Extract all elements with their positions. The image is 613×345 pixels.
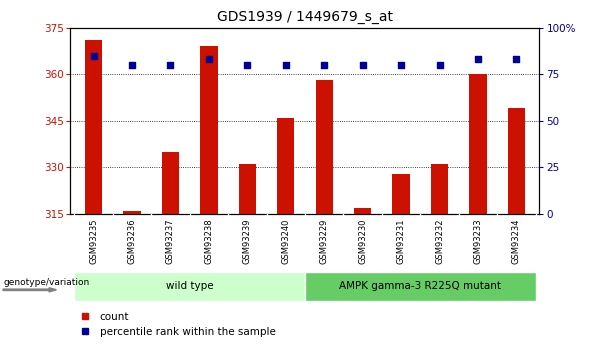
Text: GSM93229: GSM93229	[320, 218, 329, 264]
Point	[358, 62, 368, 68]
Bar	[431, 164, 448, 214]
Text: GSM93234: GSM93234	[512, 218, 521, 264]
Text: GSM93239: GSM93239	[243, 218, 252, 264]
Point	[473, 57, 483, 62]
Point	[435, 62, 444, 68]
Bar	[162, 152, 179, 214]
Point	[242, 62, 252, 68]
Bar	[508, 108, 525, 214]
Point	[511, 57, 521, 62]
Text: GSM93236: GSM93236	[128, 218, 137, 264]
Text: GSM93233: GSM93233	[473, 218, 482, 264]
Bar	[305, 272, 536, 301]
Bar	[470, 74, 487, 214]
Point	[396, 62, 406, 68]
Bar	[316, 80, 333, 214]
Point	[89, 53, 99, 58]
Text: GSM93238: GSM93238	[204, 218, 213, 264]
Point	[319, 62, 329, 68]
Text: GSM93231: GSM93231	[397, 218, 406, 264]
Text: wild type: wild type	[166, 282, 213, 291]
Bar	[392, 174, 409, 214]
Legend: count, percentile rank within the sample: count, percentile rank within the sample	[70, 307, 280, 341]
Text: GSM93235: GSM93235	[89, 218, 98, 264]
Bar	[74, 272, 305, 301]
Point	[281, 62, 291, 68]
Point	[204, 57, 214, 62]
Title: GDS1939 / 1449679_s_at: GDS1939 / 1449679_s_at	[217, 10, 393, 24]
Bar	[277, 118, 294, 214]
Text: genotype/variation: genotype/variation	[3, 278, 89, 287]
Text: GSM93232: GSM93232	[435, 218, 444, 264]
Text: AMPK gamma-3 R225Q mutant: AMPK gamma-3 R225Q mutant	[339, 282, 501, 291]
Point	[127, 62, 137, 68]
Point	[166, 62, 175, 68]
Bar	[354, 208, 371, 214]
Bar	[238, 164, 256, 214]
Bar	[123, 211, 140, 214]
Text: GSM93230: GSM93230	[358, 218, 367, 264]
Text: GSM93240: GSM93240	[281, 218, 290, 264]
Text: GSM93237: GSM93237	[166, 218, 175, 264]
Bar	[200, 46, 218, 214]
Bar	[85, 40, 102, 214]
